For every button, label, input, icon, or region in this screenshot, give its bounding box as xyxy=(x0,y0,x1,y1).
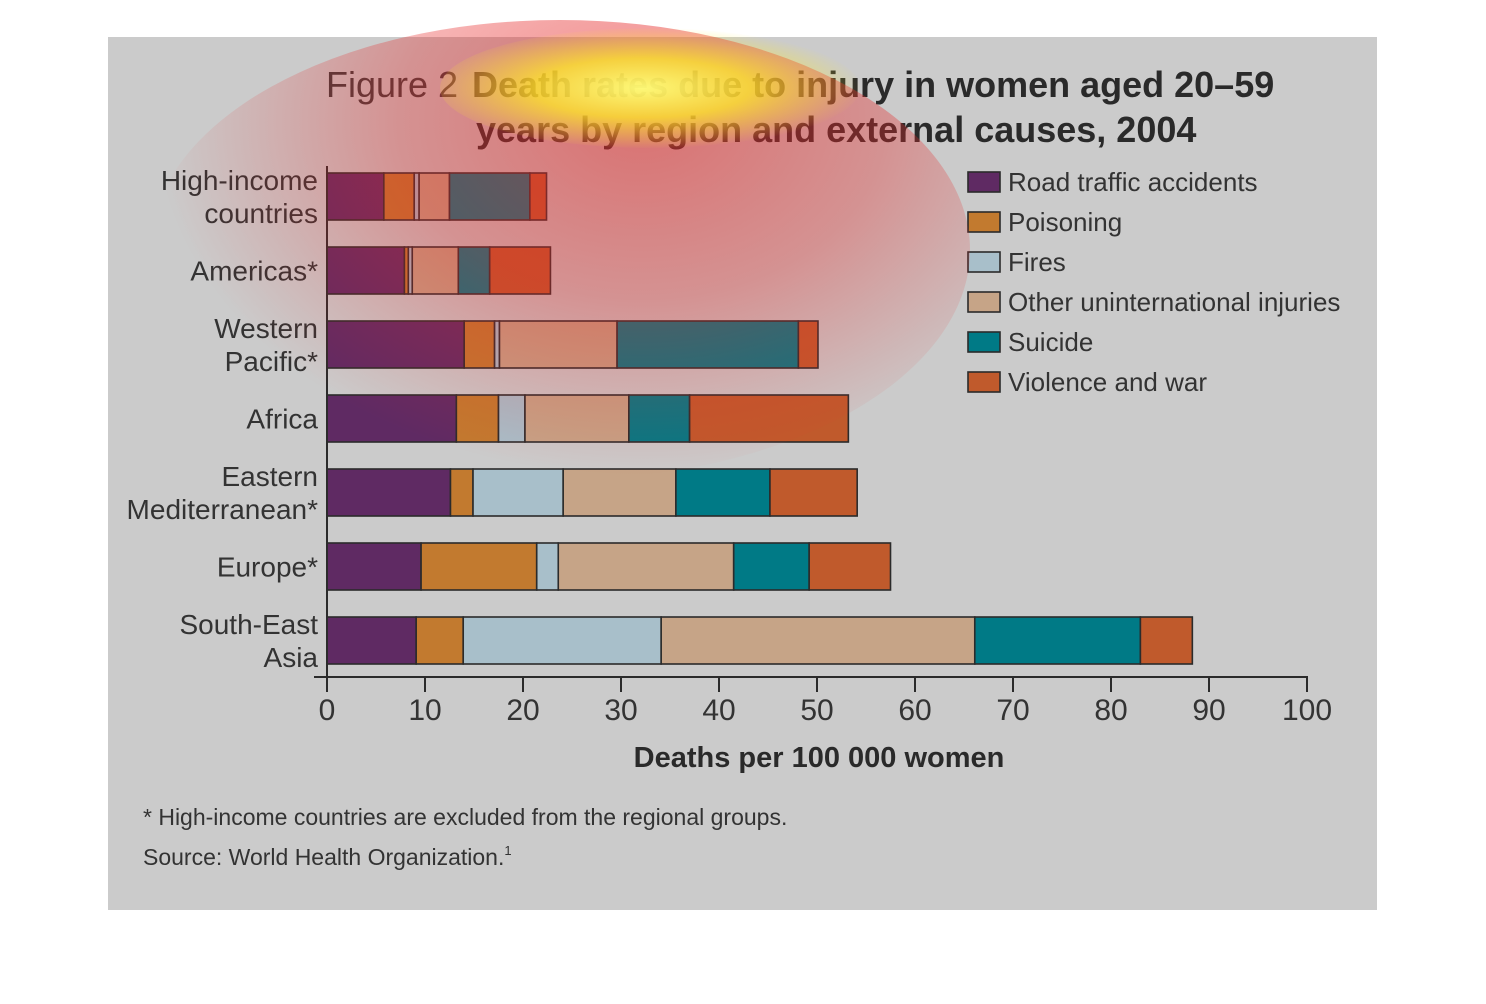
category-label-2-1: Pacific* xyxy=(225,346,318,377)
category-label-4-0: Eastern xyxy=(222,461,319,492)
footnote: * High-income countries are excluded fro… xyxy=(143,804,787,830)
bar-5-series-0 xyxy=(326,542,422,591)
bar-1-series-5 xyxy=(488,246,552,295)
category-label-5-0: Europe* xyxy=(217,552,318,583)
source-reference: 1 xyxy=(504,843,511,858)
x-tick-label-3: 30 xyxy=(604,694,637,727)
category-label-0-1: countries xyxy=(204,198,318,229)
bar-4-series-3 xyxy=(562,468,677,517)
bar-6-series-2 xyxy=(462,616,662,665)
x-tick-label-0: 0 xyxy=(319,694,336,727)
bar-3-series-2 xyxy=(497,394,526,443)
legend-swatch-4 xyxy=(967,331,1001,353)
legend-label-3: Other uninternational injuries xyxy=(1008,287,1340,317)
legend-label-5: Violence and war xyxy=(1008,367,1207,397)
chart-title-line1: Death rates due to injury in women aged … xyxy=(472,64,1274,105)
legend-swatch-3 xyxy=(967,291,1001,313)
source-note: Source: World Health Organization.1 xyxy=(143,843,512,870)
chart-title-line2: years by region and external causes, 200… xyxy=(476,109,1196,150)
chart-title-prefix: Figure 2 xyxy=(326,64,458,105)
bar-4-series-2 xyxy=(472,468,564,517)
bar-1-series-4 xyxy=(457,246,491,295)
legend-swatch-5 xyxy=(967,371,1001,393)
bar-5-series-4 xyxy=(732,542,810,591)
x-tick-label-2: 20 xyxy=(506,694,539,727)
bar-4-series-0 xyxy=(326,468,452,517)
x-tick-label-7: 70 xyxy=(996,694,1029,727)
bar-2-series-5 xyxy=(797,320,819,369)
category-label-6-0: South-East xyxy=(179,609,318,640)
legend-swatch-1 xyxy=(967,211,1001,233)
x-tick-label-1: 10 xyxy=(408,694,441,727)
legend-swatch-2 xyxy=(967,251,1001,273)
source-text: Source: World Health Organization. xyxy=(143,844,504,870)
category-label-0-0: High-income xyxy=(161,165,318,196)
category-label-2-0: Western xyxy=(214,313,318,344)
x-tick-label-6: 60 xyxy=(898,694,931,727)
legend-label-4: Suicide xyxy=(1008,327,1093,357)
x-tick-label-9: 90 xyxy=(1192,694,1225,727)
bar-6-series-4 xyxy=(973,616,1142,665)
bar-5-series-5 xyxy=(808,542,892,591)
bar-2-series-4 xyxy=(616,320,800,369)
bar-4-series-5 xyxy=(769,468,858,517)
bar-2-series-1 xyxy=(463,320,496,369)
bar-3-series-4 xyxy=(628,394,691,443)
bar-6-series-1 xyxy=(415,616,465,665)
bar-4-series-4 xyxy=(675,468,771,517)
bar-0-series-0 xyxy=(326,172,385,221)
category-label-1-0: Americas* xyxy=(190,256,318,287)
category-label-4-1: Mediterranean* xyxy=(127,494,319,525)
legend-label-2: Fires xyxy=(1008,247,1066,277)
bar-1-series-3 xyxy=(411,246,460,295)
bar-5-series-2 xyxy=(535,542,560,591)
bar-1-series-0 xyxy=(326,246,406,295)
bar-0-series-3 xyxy=(418,172,451,221)
bar-6-series-0 xyxy=(326,616,417,665)
legend-label-1: Poisoning xyxy=(1008,207,1122,237)
legend-swatch-0 xyxy=(967,171,1001,193)
bar-0-series-5 xyxy=(529,172,548,221)
x-tick-label-8: 80 xyxy=(1094,694,1127,727)
category-label-3-0: Africa xyxy=(246,404,318,435)
x-tick-label-5: 50 xyxy=(800,694,833,727)
bar-5-series-3 xyxy=(557,542,735,591)
legend-label-0: Road traffic accidents xyxy=(1008,167,1258,197)
bar-2-series-0 xyxy=(326,320,465,369)
x-axis-label: Deaths per 100 000 women xyxy=(634,742,1005,774)
x-tick-label-10: 100 xyxy=(1282,694,1332,727)
bar-3-series-1 xyxy=(455,394,500,443)
bar-4-series-1 xyxy=(449,468,474,517)
bar-0-series-1 xyxy=(383,172,416,221)
category-label-6-1: Asia xyxy=(264,642,319,673)
x-tick-label-4: 40 xyxy=(702,694,735,727)
bar-0-series-4 xyxy=(448,172,531,221)
bar-3-series-0 xyxy=(326,394,458,443)
bar-3-series-3 xyxy=(524,394,630,443)
bar-2-series-3 xyxy=(498,320,618,369)
bar-5-series-1 xyxy=(420,542,538,591)
bar-6-series-3 xyxy=(660,616,976,665)
bar-3-series-5 xyxy=(688,394,850,443)
bar-6-series-5 xyxy=(1139,616,1194,665)
legend: Road traffic accidents Poisoning Fires Othe… xyxy=(967,167,1340,397)
